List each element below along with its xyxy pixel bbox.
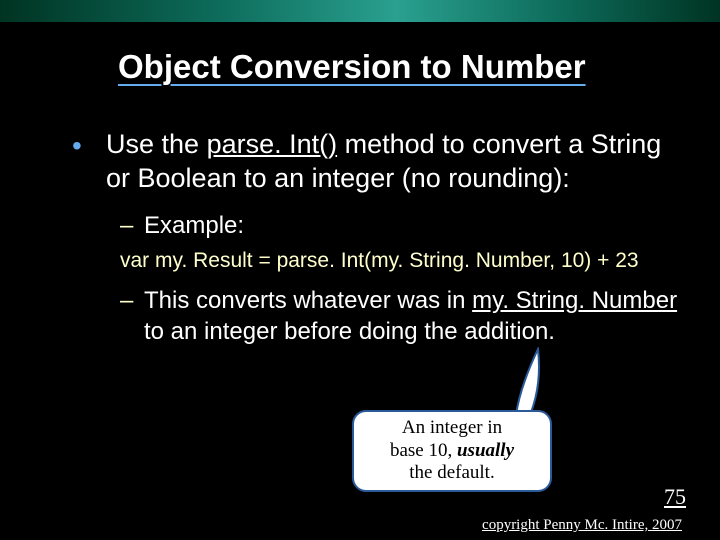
- page-number: 75: [664, 484, 686, 510]
- explanation-suffix: to an integer before doing the addition.: [144, 318, 555, 345]
- slide: Object Conversion to Number Use the pars…: [0, 0, 720, 540]
- copyright-text: copyright Penny Mc. Intire, 2007: [482, 517, 682, 534]
- callout-line2-prefix: base 10,: [390, 440, 457, 461]
- main-bullet-prefix: Use the: [106, 129, 207, 159]
- explanation-var: my. String. Number: [472, 287, 677, 314]
- top-gradient-bar: [0, 0, 720, 22]
- callout-line3: the default.: [409, 462, 494, 483]
- method-name: parse. Int(): [207, 129, 338, 159]
- callout-line1: An integer in: [402, 417, 502, 438]
- explanation: This converts whatever was in my. String…: [72, 285, 682, 347]
- example-label: Example:: [72, 210, 682, 241]
- callout-text: An integer in base 10, usually the defau…: [390, 417, 514, 485]
- code-example: var my. Result = parse. Int(my. String. …: [72, 249, 682, 273]
- main-bullet: Use the parse. Int() method to convert a…: [72, 128, 682, 196]
- callout-tail: [510, 347, 550, 419]
- slide-title: Object Conversion to Number: [118, 48, 680, 86]
- callout-box: An integer in base 10, usually the defau…: [352, 410, 552, 492]
- explanation-prefix: This converts whatever was in: [144, 287, 472, 314]
- slide-content: Use the parse. Int() method to convert a…: [72, 128, 682, 355]
- callout-line2-emph: usually: [457, 440, 514, 461]
